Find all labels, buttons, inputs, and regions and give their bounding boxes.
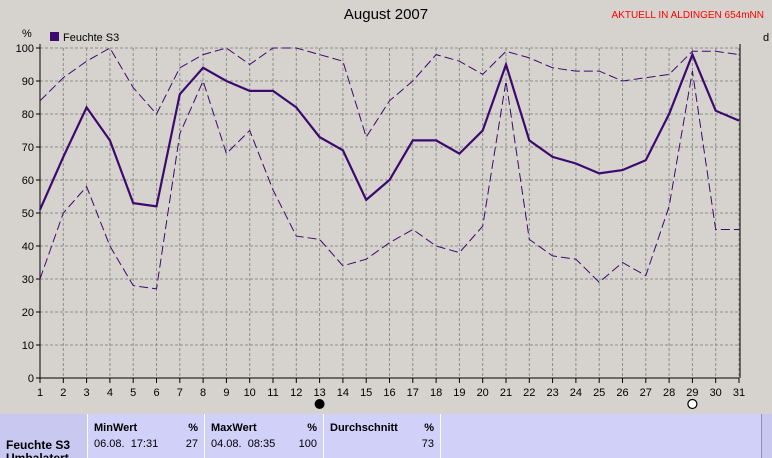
max-header: MaxWert [211,422,257,434]
y-tick-label: 20 [22,307,34,319]
x-tick-label: 9 [223,387,229,399]
y-tick-label: 100 [16,43,34,55]
y-tick-label: 60 [22,175,34,187]
y-tick-label: 70 [22,142,34,154]
x-tick-label: 5 [130,387,136,399]
empty-cell [441,414,762,458]
x-tick-label: 11 [267,387,278,399]
series-line-min [39,71,739,290]
max-unit: % [307,422,317,434]
x-tick-label: 27 [640,387,652,399]
min-cell: MinWert % 06.08. 17:31 27 [88,414,205,458]
x-tick-label: 2 [60,387,66,399]
x-tick-label: 4 [107,387,113,399]
x-tick-label: 10 [244,387,256,399]
stats-row-label-cell: Feuchte S3 Umhalatert [0,414,88,458]
min-header: MinWert [94,422,138,434]
new-moon-icon [314,399,325,409]
x-tick-label: 20 [477,387,489,399]
x-tick-label: 26 [616,387,628,399]
y-tick-label: 40 [22,241,34,253]
x-tick-label: 1 [37,387,43,399]
avg-header: Durchschnitt [330,422,398,434]
series-line-feuchte-s3 [38,51,740,211]
y-tick-label: 50 [22,208,34,220]
full-moon-icon [687,398,698,410]
avg-unit: % [424,422,434,434]
x-tick-label: 28 [663,387,675,399]
y-tick-label: 0 [28,373,34,385]
series-lines [38,47,740,290]
x-tick-label: 8 [200,387,206,399]
x-tick-label: 25 [593,387,605,399]
min-value: 27 [185,438,198,450]
x-tick-label: 15 [360,387,372,399]
x-tick-label: 6 [153,387,159,399]
x-tick-label: 17 [407,387,419,399]
avg-value: 73 [421,438,434,450]
station-label: AKTUELL IN ALDINGEN 654mNN [611,10,764,21]
stats-panel: Feuchte S3 Umhalatert MinWert % 06.08. 1… [0,414,772,458]
x-tick-label: 30 [710,387,722,399]
avg-cell: Durchschnitt % 73 [324,414,441,458]
x-tick-label: 18 [430,387,442,399]
y-axis-unit: % [22,28,32,40]
x-tick-label: 31 [733,387,745,399]
y-tick-label: 80 [22,109,34,121]
x-tick-label: 14 [337,387,349,399]
x-tick-label: 29 [686,387,698,399]
x-tick-label: 24 [570,387,582,399]
max-value: 100 [298,438,317,450]
min-datetime: 06.08. 17:31 [94,438,159,450]
series-line-max [39,47,740,139]
y-tick-label: 90 [22,76,34,88]
y-tick-label: 30 [22,274,34,286]
chart-title: August 2007 [343,6,429,23]
legend-label: Feuchte S3 [63,32,119,44]
x-tick-label: 12 [290,387,302,399]
moon-markers [314,398,698,410]
max-cell: MaxWert % 04.08. 08:35 100 [205,414,324,458]
axes [36,44,741,383]
x-tick-label: 3 [84,387,90,399]
y-tick-label: 10 [22,340,34,352]
grid [40,47,740,378]
x-tick-label: 19 [453,387,465,399]
stats-row-label-cut: Umhalatert [6,452,69,458]
max-datetime: 04.08. 08:35 [211,438,276,450]
x-tick-label: 23 [546,387,558,399]
legend-swatch [50,32,59,41]
x-tick-label: 21 [500,387,512,399]
x-tick-label: 16 [383,387,395,399]
min-unit: % [188,422,198,434]
right-axis-label: d [763,32,769,44]
stats-row-label: Feuchte S3 [6,438,71,452]
x-tick-label: 7 [177,387,183,399]
x-tick-label: 22 [523,387,535,399]
x-tick-label: 13 [313,387,325,399]
